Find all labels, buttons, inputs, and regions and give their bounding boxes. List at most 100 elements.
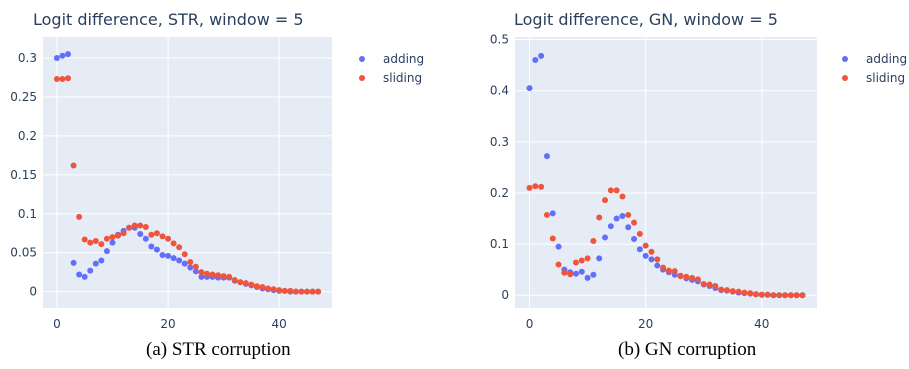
point-adding-gn [619,212,626,219]
point-adding-str [81,273,88,280]
legend-label-adding-str: adding [383,52,424,66]
point-adding-gn [590,271,597,278]
point-sliding-gn [683,273,690,280]
point-sliding-gn [729,288,736,295]
caption-str: (a) STR corruption [146,339,291,360]
point-sliding-str [98,241,105,248]
point-adding-str [192,268,199,275]
point-sliding-str [309,288,316,295]
point-sliding-str [81,236,88,243]
point-sliding-gn [642,242,649,249]
x-tick-label-gn: 0 [526,317,534,331]
point-sliding-gn [602,197,609,204]
point-sliding-gn [596,214,603,221]
point-adding-str [137,231,144,238]
point-sliding-str [87,239,94,246]
point-sliding-gn [584,255,591,262]
point-adding-gn [572,270,579,277]
x-tick-label-str: 0 [53,317,61,331]
point-adding-gn [543,153,550,160]
point-adding-gn [613,215,620,222]
point-adding-gn [555,243,562,250]
point-adding-gn [648,256,655,263]
point-adding-str [165,252,172,259]
point-adding-str [181,260,188,267]
y-tick-label-str: 0 [29,285,37,299]
point-sliding-str [187,259,194,266]
point-adding-gn [578,268,585,275]
point-sliding-str [53,76,60,83]
x-tick-label-str: 20 [160,317,175,331]
point-sliding-str [126,224,133,231]
point-sliding-str [70,162,77,169]
legend-label-sliding-str: sliding [383,71,422,85]
point-sliding-str [192,263,199,270]
point-adding-str [187,264,194,271]
point-sliding-gn [538,183,545,190]
point-sliding-str [142,224,149,231]
legend-marker-adding-str [359,56,365,62]
point-adding-str [70,259,77,266]
y-tick-label-str: 0.3 [18,51,37,65]
point-sliding-str [231,276,238,283]
y-tick-label-gn: 0.2 [490,186,509,200]
point-sliding-str [276,287,283,294]
y-tick-label-str: 0.1 [18,207,37,221]
point-sliding-str [281,287,288,294]
point-sliding-str [131,222,138,229]
chart-str: Logit difference, STR, window = 5 0 0.05 0.… [10,10,424,331]
y-tick-label-gn: 0.3 [490,135,509,149]
point-sliding-gn [747,290,754,297]
point-sliding-gn [660,264,667,271]
point-sliding-str [137,222,144,229]
point-adding-gn [596,255,603,262]
point-sliding-gn [665,267,672,274]
point-sliding-str [215,272,222,279]
point-sliding-str [198,269,205,276]
point-sliding-gn [532,183,539,190]
point-sliding-gn [555,261,562,268]
point-adding-str [176,257,183,264]
point-sliding-gn [689,274,696,281]
point-sliding-str [242,280,249,287]
point-sliding-gn [572,259,579,266]
point-sliding-str [259,283,266,290]
point-sliding-str [303,288,310,295]
point-sliding-str [248,281,255,288]
y-tick-label-gn: 0.1 [490,237,509,251]
point-sliding-str [181,251,188,258]
point-sliding-gn [723,287,730,294]
point-sliding-gn [607,187,614,194]
chart-gn: Logit difference, GN, window = 5 0 0.1 0.2 0… [490,10,907,331]
point-sliding-gn [648,248,655,255]
point-sliding-gn [764,291,771,298]
point-sliding-str [148,231,155,238]
point-sliding-str [270,286,277,293]
y-tick-label-str: 0.25 [10,90,37,104]
plot-area-gn [515,37,817,308]
point-sliding-str [220,273,227,280]
point-sliding-gn [619,193,626,200]
chart-title-gn: Logit difference, GN, window = 5 [514,10,778,29]
point-sliding-gn [787,292,794,299]
point-sliding-gn [590,238,597,245]
point-adding-str [142,235,149,242]
point-sliding-str [153,230,160,237]
legend-label-adding-gn: adding [866,52,907,66]
point-sliding-str [226,273,233,280]
point-sliding-gn [613,187,620,194]
point-adding-gn [636,246,643,253]
point-sliding-gn [578,257,585,264]
y-tick-label-gn: 0.4 [490,84,509,98]
legend-marker-sliding-str [359,75,365,81]
point-adding-gn [549,210,556,217]
x-tick-label-gn: 40 [754,317,769,331]
x-tick-label-gn: 20 [638,317,653,331]
point-sliding-gn [677,273,684,280]
point-sliding-str [103,235,110,242]
point-adding-gn [642,252,649,259]
point-sliding-str [176,244,183,251]
legend-marker-adding-gn [842,56,848,62]
point-sliding-gn [758,291,765,298]
point-adding-gn [625,224,632,231]
